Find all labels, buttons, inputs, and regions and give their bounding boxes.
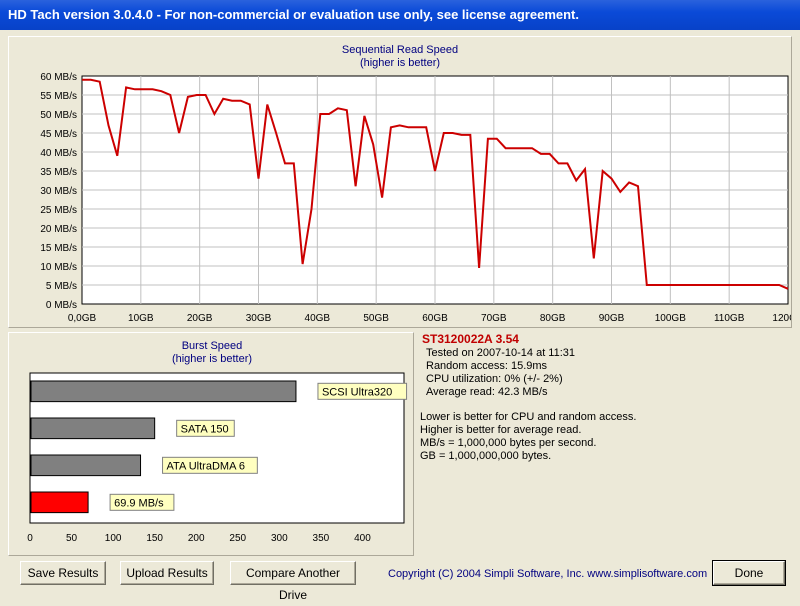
burst-x-tick-label: 0 bbox=[27, 533, 33, 544]
read-x-tick-label: 90GB bbox=[599, 313, 625, 324]
read-y-tick-label: 10 MB/s bbox=[40, 262, 77, 273]
read-y-tick-label: 35 MB/s bbox=[40, 167, 77, 178]
burst-chart-subtitle: (higher is better) bbox=[172, 353, 252, 365]
read-y-tick-label: 25 MB/s bbox=[40, 205, 77, 216]
read-y-tick-label: 60 MB/s bbox=[40, 72, 77, 83]
burst-x-tick-label: 200 bbox=[188, 533, 205, 544]
read-y-tick-label: 40 MB/s bbox=[40, 148, 77, 159]
burst-x-tick-label: 300 bbox=[271, 533, 288, 544]
burst-bar-label-box bbox=[109, 493, 175, 511]
read-y-tick-label: 30 MB/s bbox=[40, 186, 77, 197]
burst-x-tick-label: 350 bbox=[313, 533, 330, 544]
read-chart-subtitle: (higher is better) bbox=[360, 57, 440, 69]
read-y-tick-label: 20 MB/s bbox=[40, 224, 77, 235]
burst-bar-label-box bbox=[317, 382, 408, 400]
burst-bar-label: SCSI Ultra320 bbox=[322, 386, 392, 398]
read-x-tick-label: 50GB bbox=[363, 313, 389, 324]
burst-x-tick-label: 400 bbox=[354, 533, 371, 544]
burst-bar-label-box bbox=[162, 456, 258, 474]
burst-bar-label: ATA UltraDMA 6 bbox=[167, 460, 245, 472]
read-x-tick-label: 20GB bbox=[187, 313, 213, 324]
upload-results-button[interactable]: Upload Results bbox=[120, 561, 214, 585]
compare-drive-button[interactable]: Compare Another Drive bbox=[230, 561, 356, 602]
drive-model: ST3120022A 3.54 bbox=[422, 332, 519, 346]
read-x-tick-label: 100GB bbox=[655, 313, 686, 324]
burst-bar bbox=[30, 417, 156, 440]
read-speed-line bbox=[82, 78, 789, 290]
copyright-text: Copyright (C) 2004 Simpli Software, Inc.… bbox=[388, 568, 708, 580]
read-y-tick-label: 5 MB/s bbox=[46, 281, 77, 292]
read-chart-title: Sequential Read Speed bbox=[342, 44, 458, 56]
window-title: HD Tach version 3.0.4.0 - For non-commer… bbox=[8, 7, 579, 22]
burst-bar bbox=[30, 491, 89, 514]
read-x-tick-label: 60GB bbox=[422, 313, 448, 324]
read-x-tick-label: 40GB bbox=[305, 313, 331, 324]
note-lower-better: Lower is better for CPU and random acces… bbox=[420, 411, 637, 423]
read-x-tick-label: 10GB bbox=[128, 313, 154, 324]
read-y-tick-label: 45 MB/s bbox=[40, 129, 77, 140]
burst-bar-label: 69.9 MB/s bbox=[114, 497, 164, 509]
window-title-bar: HD Tach version 3.0.4.0 - For non-commer… bbox=[0, 0, 800, 30]
read-speed-chart: Sequential Read Speed(higher is better) 0… bbox=[40, 44, 791, 324]
burst-chart-title: Burst Speed bbox=[182, 340, 243, 352]
read-x-tick-label: 120GB bbox=[772, 313, 791, 324]
burst-bar-label: SATA 150 bbox=[181, 423, 229, 435]
read-x-tick-label: 110GB bbox=[714, 313, 745, 324]
read-y-tick-label: 55 MB/s bbox=[40, 91, 77, 102]
read-y-tick-label: 0 MB/s bbox=[46, 300, 77, 311]
read-x-tick-label: 70GB bbox=[481, 313, 507, 324]
read-y-tick-label: 15 MB/s bbox=[40, 243, 77, 254]
drive-info-panel: ST3120022A 3.54 Tested on 2007-10-14 at … bbox=[420, 332, 792, 554]
cpu-utilization: CPU utilization: 0% (+/- 2%) bbox=[426, 373, 563, 385]
average-read: Average read: 42.3 MB/s bbox=[426, 386, 548, 398]
burst-bar-label-box bbox=[176, 419, 235, 437]
burst-chart-panel: Burst Speed (higher is better) SCSI Ultra3… bbox=[8, 332, 414, 556]
done-button[interactable]: Done bbox=[712, 560, 786, 586]
burst-x-tick-label: 250 bbox=[229, 533, 246, 544]
read-x-tick-label: 30GB bbox=[246, 313, 272, 324]
burst-bar bbox=[30, 380, 297, 403]
note-mbs-def: MB/s = 1,000,000 bytes per second. bbox=[420, 437, 597, 449]
note-gb-def: GB = 1,000,000,000 bytes. bbox=[420, 450, 552, 462]
random-access: Random access: 15.9ms bbox=[426, 360, 548, 372]
burst-x-tick-label: 150 bbox=[146, 533, 163, 544]
read-x-tick-label: 0,0GB bbox=[68, 313, 97, 324]
save-results-button[interactable]: Save Results bbox=[20, 561, 106, 585]
tested-on: Tested on 2007-10-14 at 11:31 bbox=[426, 347, 576, 359]
read-x-tick-label: 80GB bbox=[540, 313, 566, 324]
burst-speed-chart: Burst Speed(higher is better) SCSI Ultra3… bbox=[27, 340, 408, 544]
read-y-tick-label: 50 MB/s bbox=[40, 110, 77, 121]
note-higher-better: Higher is better for average read. bbox=[420, 424, 582, 436]
read-chart-panel: Sequential Read Speed (higher is better) 0… bbox=[8, 36, 792, 328]
burst-x-tick-label: 50 bbox=[66, 533, 78, 544]
burst-x-tick-label: 100 bbox=[105, 533, 122, 544]
burst-bar bbox=[30, 454, 142, 477]
